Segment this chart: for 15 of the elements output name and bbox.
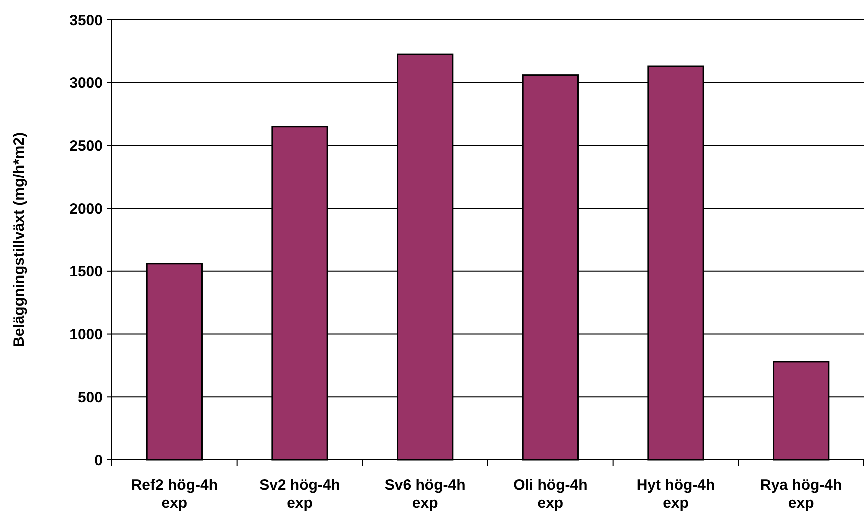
y-tick-label: 2500 <box>70 138 103 155</box>
x-tick-label: Ref2 hög-4h exp <box>131 477 218 512</box>
y-tick-label: 1500 <box>70 264 103 281</box>
y-tick-label: 3000 <box>70 75 103 92</box>
y-tick-label: 500 <box>78 389 103 406</box>
x-tick-label: Rya hög-4h exp <box>760 477 842 512</box>
x-tick-label: Sv2 hög-4h exp <box>260 477 340 512</box>
x-tick-label: Hyt hög-4h exp <box>636 477 716 512</box>
y-tick-label: 0 <box>94 452 103 470</box>
x-tick-label: Oli hög-4h exp <box>514 477 588 512</box>
x-tick-label: Sv6 hög-4h exp <box>384 477 466 512</box>
y-axis-title: Beläggningstillväxt (mg/h*m2) <box>11 132 28 348</box>
y-tick-label: 3500 <box>70 12 103 30</box>
y-tick-label: 2000 <box>70 200 103 218</box>
y-tick-label: 1000 <box>70 326 103 344</box>
